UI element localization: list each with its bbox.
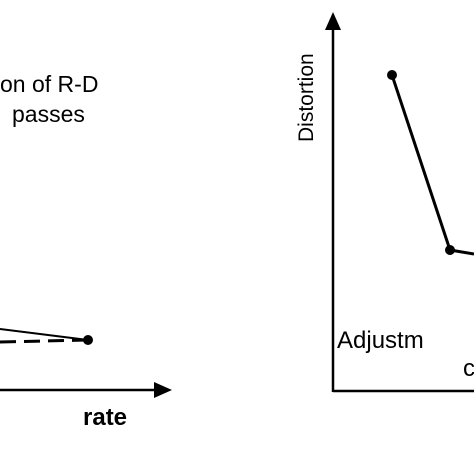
- title-line: passes: [12, 101, 85, 127]
- annotation: c: [463, 355, 474, 382]
- y-axis-arrow: [325, 12, 341, 30]
- curve: [390, 74, 474, 256]
- left-panel: on of R-D passes rate: [0, 71, 172, 431]
- y-axis-label: Distortion: [295, 53, 318, 142]
- right-panel: Distortion Adjustm c: [295, 12, 474, 393]
- title-line: on of R-D: [0, 71, 98, 97]
- dashed-curve: [0, 338, 89, 344]
- x-axis-label: rate: [83, 404, 127, 431]
- point: [387, 70, 397, 80]
- annotation: Adjustm: [337, 327, 424, 354]
- x-axis-arrow: [154, 382, 172, 398]
- point: [445, 245, 455, 255]
- solid-curve: [0, 328, 89, 341]
- point: [83, 335, 93, 345]
